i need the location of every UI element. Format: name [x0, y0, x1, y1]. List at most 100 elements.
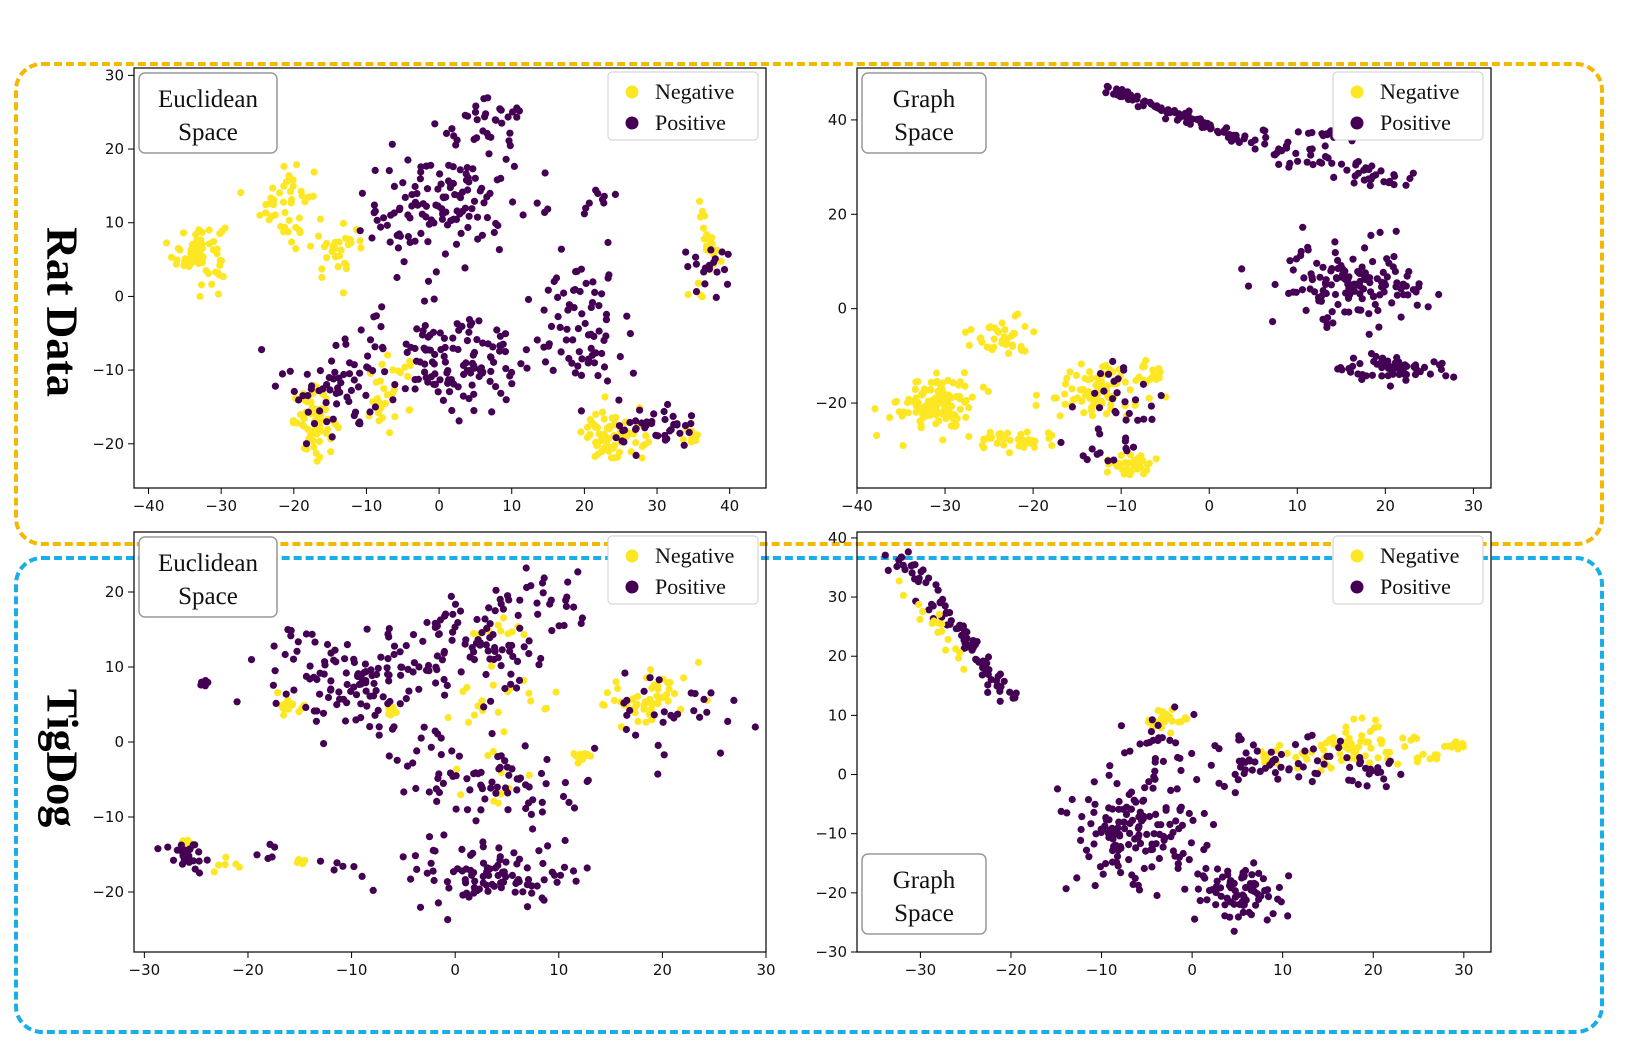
positive-point	[445, 376, 453, 384]
negative-point	[222, 853, 230, 861]
positive-point	[468, 205, 476, 213]
positive-point	[403, 762, 412, 770]
positive-point	[390, 650, 398, 659]
positive-point	[1350, 287, 1358, 295]
positive-point	[524, 295, 533, 304]
positive-point	[562, 596, 570, 604]
negative-point	[279, 703, 287, 711]
positive-point	[1173, 785, 1181, 793]
legend-label-negative: Negative	[1380, 79, 1459, 104]
y-tick-label: 40	[828, 529, 847, 547]
negative-point	[1063, 374, 1071, 382]
positive-point	[458, 188, 467, 196]
positive-point	[720, 266, 729, 274]
positive-point	[595, 302, 603, 310]
positive-point	[406, 214, 414, 222]
positive-point	[1242, 749, 1250, 757]
positive-point	[366, 336, 375, 344]
positive-point	[502, 365, 510, 373]
positive-point	[1079, 452, 1087, 460]
positive-point	[475, 885, 483, 893]
positive-point	[466, 786, 474, 794]
positive-point	[498, 119, 506, 127]
positive-point	[1253, 747, 1261, 755]
positive-point	[600, 363, 609, 371]
positive-point	[497, 662, 505, 670]
positive-point	[1122, 416, 1130, 424]
positive-point	[911, 575, 919, 583]
positive-point	[477, 806, 485, 814]
positive-point	[362, 687, 370, 695]
negative-point	[962, 397, 970, 405]
positive-point	[1337, 160, 1346, 168]
negative-point	[219, 273, 227, 281]
positive-point	[574, 325, 582, 333]
positive-point	[549, 366, 557, 374]
positive-point	[429, 328, 438, 336]
negative-point	[344, 241, 352, 249]
positive-point	[324, 693, 333, 702]
positive-point	[1146, 98, 1154, 106]
positive-point	[372, 687, 380, 695]
negative-point	[339, 219, 347, 227]
positive-point	[1136, 839, 1145, 847]
negative-point	[270, 196, 278, 204]
negative-point	[296, 411, 305, 419]
positive-point	[604, 274, 612, 282]
positive-point	[504, 592, 512, 600]
positive-point	[1164, 106, 1172, 114]
positive-point	[371, 711, 379, 719]
negative-point	[978, 338, 986, 346]
positive-point	[984, 688, 992, 696]
negative-point	[1023, 428, 1031, 436]
positive-point	[560, 289, 568, 297]
positive-point	[1317, 297, 1325, 305]
positive-point	[453, 207, 461, 215]
positive-point	[307, 385, 315, 393]
positive-point	[494, 654, 502, 662]
y-tick-label: −20	[815, 884, 847, 902]
positive-point	[497, 389, 505, 397]
positive-point	[432, 679, 440, 687]
positive-point	[1367, 175, 1375, 183]
negative-point	[323, 254, 331, 262]
negative-point	[215, 861, 223, 869]
negative-point	[985, 324, 993, 332]
positive-point	[1134, 416, 1142, 424]
positive-point	[1167, 786, 1175, 794]
positive-point	[1450, 373, 1458, 381]
positive-point	[1256, 767, 1264, 775]
positive-point	[483, 214, 491, 222]
positive-point	[328, 433, 336, 441]
positive-point	[650, 410, 658, 418]
negative-point	[269, 184, 277, 192]
positive-point	[352, 691, 361, 699]
positive-point	[497, 879, 505, 887]
positive-point	[501, 784, 510, 792]
negative-point	[929, 396, 937, 404]
negative-point	[1152, 455, 1160, 463]
positive-point	[423, 869, 431, 877]
positive-point	[430, 876, 438, 885]
positive-point	[1159, 832, 1168, 840]
positive-point	[421, 360, 429, 368]
negative-point	[210, 238, 218, 246]
positive-point	[1365, 330, 1373, 338]
positive-point	[1360, 176, 1368, 184]
positive-point	[445, 388, 454, 396]
positive-point	[1321, 279, 1330, 287]
positive-point	[508, 108, 517, 116]
negative-point	[956, 405, 964, 413]
positive-point	[253, 851, 261, 859]
positive-point	[1147, 846, 1155, 854]
positive-point	[400, 258, 408, 266]
positive-point	[469, 849, 477, 857]
positive-point	[1235, 732, 1243, 740]
positive-point	[570, 603, 578, 611]
positive-point	[1110, 456, 1118, 464]
negative-point	[1283, 749, 1291, 757]
positive-point	[388, 725, 397, 733]
positive-point	[451, 600, 460, 608]
positive-point	[342, 340, 350, 348]
positive-point	[485, 150, 493, 158]
